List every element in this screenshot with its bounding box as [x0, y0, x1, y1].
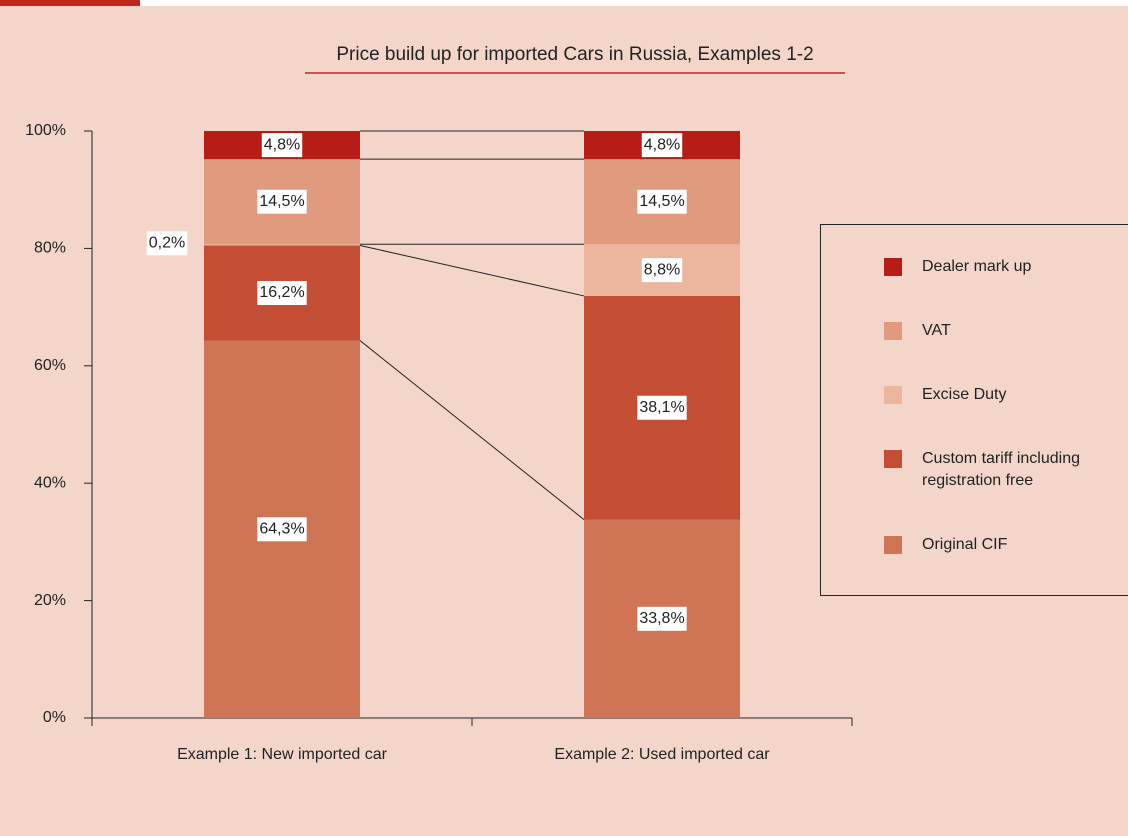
- data-label-text: 64,3%: [259, 520, 304, 537]
- data-label-bg: [641, 133, 683, 158]
- data-label: 0,2%: [146, 231, 188, 256]
- data-label-bg: [257, 189, 307, 214]
- data-label-bg: [257, 281, 307, 306]
- x-tick-label: Example 1: New imported car: [177, 746, 388, 763]
- legend-label: Excise Duty: [922, 386, 1007, 403]
- legend-swatch: [884, 536, 902, 554]
- legend-entry: Dealer mark up: [821, 256, 1128, 278]
- data-label-text: 4,8%: [264, 136, 300, 153]
- y-tick-label: 20%: [34, 592, 66, 609]
- y-tick-label: 100%: [25, 122, 66, 139]
- legend-swatch: [884, 450, 902, 468]
- y-tick-label: 40%: [34, 474, 66, 491]
- data-label-text: 0,2%: [149, 235, 185, 252]
- connector: [359, 340, 585, 520]
- data-label-text: 14,5%: [259, 193, 304, 210]
- legend-entry: Original CIF: [821, 534, 1128, 556]
- connector: [359, 244, 585, 297]
- legend-swatch: [884, 386, 902, 404]
- data-label: 33,8%: [637, 606, 687, 631]
- data-label-text: 38,1%: [639, 399, 684, 416]
- bar-segment: [204, 244, 360, 246]
- legend-entry: VAT: [821, 320, 1128, 342]
- data-label-text: 33,8%: [639, 610, 684, 627]
- legend-label: Original CIF: [922, 536, 1008, 553]
- data-label: 38,1%: [637, 395, 687, 420]
- data-label-bg: [261, 133, 303, 158]
- data-label-bg: [637, 395, 687, 420]
- top-strip: [0, 0, 1128, 6]
- data-label-bg: [257, 517, 307, 542]
- data-label: 14,5%: [637, 189, 687, 214]
- data-label-bg: [637, 189, 687, 214]
- y-tick-label: 60%: [34, 357, 66, 374]
- data-label: 4,8%: [261, 133, 303, 158]
- legend-entry: Custom tariff including registration fre…: [821, 448, 1128, 492]
- top-accent: [0, 0, 140, 6]
- data-label-text: 16,2%: [259, 284, 304, 301]
- legend-swatch: [884, 258, 902, 276]
- data-label-text: 8,8%: [644, 261, 680, 278]
- data-label-bg: [146, 231, 188, 256]
- data-label-text: 14,5%: [639, 193, 684, 210]
- data-label: 14,5%: [257, 189, 307, 214]
- legend-label: VAT: [922, 322, 951, 339]
- legend-entry: Excise Duty: [821, 384, 1128, 406]
- y-tick-label: 80%: [34, 240, 66, 257]
- data-label: 8,8%: [641, 258, 683, 283]
- y-tick-label: 0%: [43, 709, 66, 726]
- data-label: 64,3%: [257, 517, 307, 542]
- x-tick-label: Example 2: Used imported car: [554, 746, 770, 763]
- legend: Dealer mark up VAT Excise Duty Custom tarif…: [820, 224, 1128, 596]
- legend-label: Dealer mark up: [922, 258, 1032, 275]
- data-label-bg: [641, 258, 683, 283]
- legend-label: Custom tariff including registration fre…: [922, 450, 1080, 489]
- legend-swatch: [884, 322, 902, 340]
- data-label-text: 4,8%: [644, 136, 680, 153]
- data-label: 16,2%: [257, 281, 307, 306]
- chart-title: Price build up for imported Cars in Russ…: [336, 44, 813, 65]
- data-label-bg: [637, 606, 687, 631]
- data-label: 4,8%: [641, 133, 683, 158]
